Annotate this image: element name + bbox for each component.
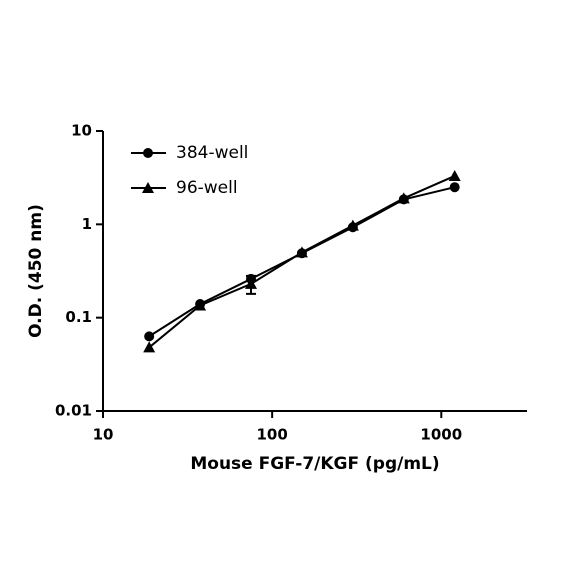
y-tick-label: 10 [71, 122, 92, 140]
data-point [346, 219, 359, 231]
legend-marker [143, 148, 153, 158]
data-point [143, 341, 156, 353]
data-point [397, 192, 410, 204]
y-tick-label: 0.01 [55, 402, 92, 420]
data-point [295, 246, 308, 258]
legend-label: 96-well [176, 178, 238, 198]
legend-marker [142, 182, 154, 193]
data-point [194, 299, 207, 311]
legend-label: 384-well [176, 143, 248, 163]
x-axis-title: Mouse FGF-7/KGF (pg/mL) [190, 454, 439, 474]
x-tick-label: 10 [93, 426, 114, 444]
data-point [449, 182, 460, 193]
x-tick-label: 1000 [420, 426, 462, 444]
data-point [245, 277, 258, 289]
y-tick-label: 0.1 [65, 308, 92, 326]
series-line [148, 186, 455, 338]
x-tick-label: 100 [256, 426, 287, 444]
y-tick-label: 1 [82, 215, 92, 233]
data-point [144, 331, 155, 342]
data-point [448, 169, 461, 181]
y-axis-title: O.D. (450 nm) [26, 204, 46, 338]
